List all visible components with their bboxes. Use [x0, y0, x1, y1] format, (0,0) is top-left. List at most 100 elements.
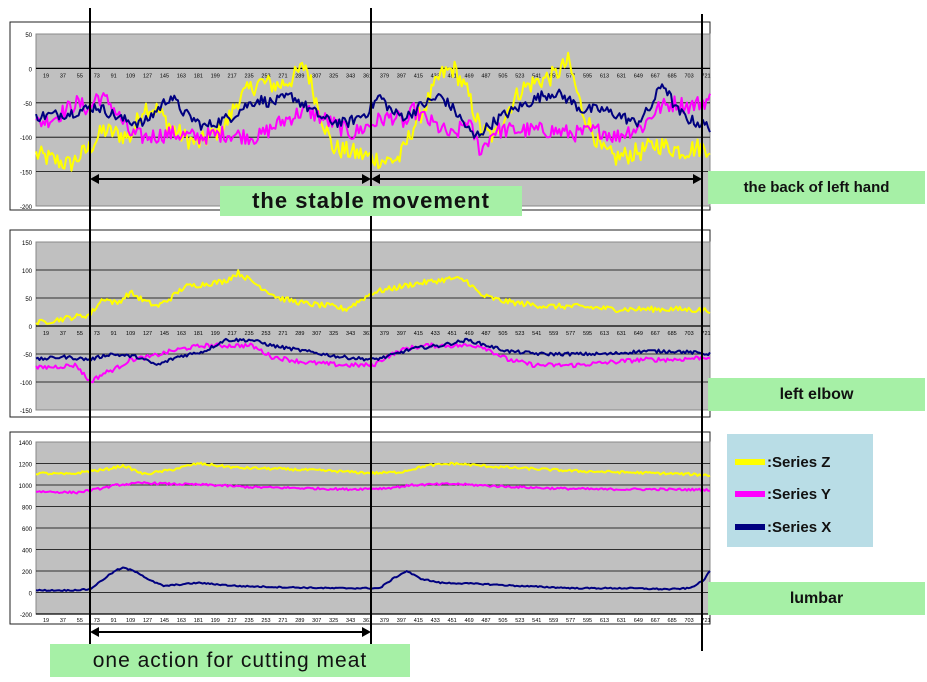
x-tick-label: 613 [600, 618, 609, 624]
y-tick-label: -200 [20, 613, 33, 619]
x-tick-label: 163 [177, 73, 186, 79]
x-tick-label: 649 [634, 331, 643, 337]
x-tick-label: 631 [617, 331, 626, 337]
y-tick-label: 0 [29, 592, 33, 598]
x-tick-label: 631 [617, 73, 626, 79]
y-tick-label: 1000 [19, 484, 33, 490]
arrow-stable-b-head-left [371, 174, 380, 184]
legend-swatch-x [735, 524, 765, 530]
x-tick-label: 19 [43, 73, 49, 79]
x-tick-label: 37 [60, 73, 66, 79]
x-tick-label: 469 [464, 618, 473, 624]
x-tick-label: 667 [651, 73, 660, 79]
x-tick-label: 721 [701, 618, 710, 624]
x-tick-label: 289 [295, 73, 304, 79]
x-tick-label: 649 [634, 618, 643, 624]
x-tick-label: 199 [211, 73, 220, 79]
series-line-z [35, 269, 711, 326]
x-tick-label: 91 [111, 618, 117, 624]
x-tick-label: 541 [532, 618, 541, 624]
x-tick-label: 541 [532, 73, 541, 79]
y-tick-label: 0 [29, 67, 33, 73]
x-tick-label: 217 [228, 331, 237, 337]
x-tick-label: 559 [549, 618, 558, 624]
arrow-stable-b-head-right [693, 174, 702, 184]
x-tick-label: 235 [244, 331, 253, 337]
x-tick-label: 703 [684, 618, 693, 624]
y-tick-label: -100 [20, 136, 33, 142]
x-tick-label: 523 [515, 618, 524, 624]
x-tick-label: 577 [566, 618, 575, 624]
arrow-stable-a-head-right [362, 174, 371, 184]
legend-swatch-z [735, 459, 765, 465]
x-tick-label: 127 [143, 331, 152, 337]
x-tick-label: 289 [295, 331, 304, 337]
y-tick-label: 0 [29, 325, 33, 331]
x-tick-label: 73 [94, 331, 100, 337]
x-tick-label: 631 [617, 618, 626, 624]
x-tick-label: 55 [77, 331, 83, 337]
legend-label-y: :Series Y [767, 485, 831, 503]
x-tick-label: 55 [77, 618, 83, 624]
x-tick-label: 487 [481, 618, 490, 624]
y-tick-label: 1400 [19, 441, 33, 447]
x-tick-label: 181 [194, 331, 203, 337]
x-tick-label: 379 [380, 73, 389, 79]
x-tick-label: 289 [295, 618, 304, 624]
x-tick-label: 181 [194, 618, 203, 624]
x-tick-label: 667 [651, 618, 660, 624]
y-tick-label: -150 [20, 171, 33, 177]
x-tick-label: 55 [77, 73, 83, 79]
x-tick-label: 217 [228, 73, 237, 79]
x-tick-label: 379 [380, 331, 389, 337]
x-tick-label: 307 [312, 73, 321, 79]
x-tick-label: 649 [634, 73, 643, 79]
x-tick-label: 37 [60, 331, 66, 337]
series-line-y [35, 92, 711, 156]
x-tick-label: 559 [549, 331, 558, 337]
x-tick-label: 199 [211, 618, 220, 624]
y-tick-label: -50 [23, 353, 32, 359]
x-tick-label: 685 [668, 73, 677, 79]
x-tick-label: 721 [701, 331, 710, 337]
x-tick-label: 397 [397, 618, 406, 624]
x-tick-label: 469 [464, 73, 473, 79]
x-tick-label: 271 [278, 331, 287, 337]
x-tick-label: 91 [111, 73, 117, 79]
series-line-x [35, 337, 711, 366]
x-tick-label: 595 [583, 618, 592, 624]
x-tick-label: 325 [329, 331, 338, 337]
cutting-action-label: one action for cutting meat [50, 644, 410, 677]
x-tick-label: 541 [532, 331, 541, 337]
x-tick-label: 685 [668, 331, 677, 337]
x-tick-label: 271 [278, 73, 287, 79]
x-tick-label: 595 [583, 73, 592, 79]
panel-label-lumbar: lumbar [708, 582, 925, 615]
x-tick-label: 703 [684, 73, 693, 79]
x-tick-label: 163 [177, 331, 186, 337]
x-tick-label: 37 [60, 618, 66, 624]
x-tick-label: 109 [126, 618, 135, 624]
x-tick-label: 469 [464, 331, 473, 337]
x-tick-label: 343 [346, 618, 355, 624]
x-tick-label: 721 [701, 73, 710, 79]
y-tick-label: 50 [25, 33, 32, 39]
y-tick-label: 150 [22, 241, 33, 247]
series-line-x [35, 566, 711, 592]
y-tick-label: 800 [22, 506, 33, 512]
x-tick-label: 415 [414, 73, 423, 79]
x-tick-label: 325 [329, 618, 338, 624]
x-tick-label: 109 [126, 331, 135, 337]
x-tick-label: 91 [111, 331, 117, 337]
x-tick-label: 397 [397, 73, 406, 79]
series-line-x [35, 83, 711, 139]
arrow-action-head-right [362, 627, 371, 637]
y-tick-label: -50 [23, 102, 32, 108]
x-tick-label: 523 [515, 73, 524, 79]
x-tick-label: 703 [684, 331, 693, 337]
x-tick-label: 253 [261, 618, 270, 624]
x-tick-label: 253 [261, 331, 270, 337]
x-tick-label: 307 [312, 331, 321, 337]
x-tick-label: 523 [515, 331, 524, 337]
